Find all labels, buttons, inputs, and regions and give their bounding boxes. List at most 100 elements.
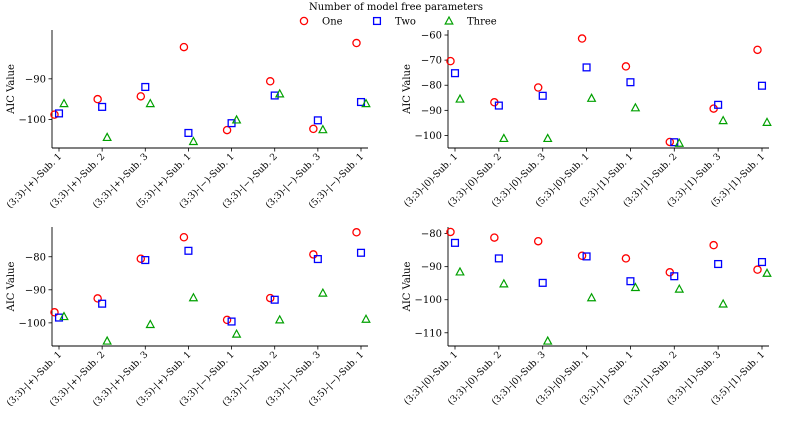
y-tick-label: −80 [421, 81, 442, 92]
series-two [450, 238, 767, 287]
series-three [455, 266, 772, 345]
data-point-two [54, 313, 64, 322]
legend-item-one: One [299, 16, 343, 28]
data-point-three [718, 115, 728, 125]
data-point-two [582, 252, 591, 261]
y-tick-label: −90 [25, 74, 46, 85]
data-point-three [59, 311, 69, 321]
data-point-two [626, 277, 635, 286]
data-point-three [762, 117, 772, 126]
y-tick-label: −100 [415, 131, 442, 142]
data-point-one [136, 254, 146, 263]
data-point-one [577, 34, 587, 43]
data-point-one [621, 62, 631, 71]
data-point-two [670, 272, 679, 281]
legend-marker-three [444, 15, 454, 25]
data-point-two [98, 102, 107, 111]
data-point-one [93, 94, 102, 104]
data-point-one [352, 38, 361, 48]
data-point-two [494, 254, 503, 263]
data-point-two [184, 246, 193, 255]
series-one [50, 38, 361, 135]
data-point-one [50, 308, 59, 317]
data-point-one [446, 227, 455, 237]
data-point-two [356, 248, 366, 257]
data-point-two [538, 91, 547, 100]
data-point-three [145, 98, 156, 108]
y-tick-label: −100 [19, 115, 46, 126]
legend-label: Three [467, 17, 497, 28]
legend-marker-two [372, 16, 382, 26]
data-point-two [270, 295, 279, 304]
y-axis-label: AIC Value [402, 262, 413, 313]
data-point-one [352, 228, 361, 237]
series-two [54, 246, 366, 326]
data-point-one [753, 265, 762, 274]
data-point-three [586, 93, 597, 102]
data-point-two [450, 69, 460, 78]
series-one [446, 227, 762, 277]
data-point-two [582, 63, 591, 72]
data-point-three [361, 98, 371, 108]
series-three [59, 287, 371, 345]
legend-item-three: Three [444, 15, 497, 28]
data-point-one [709, 240, 718, 250]
data-point-one [533, 83, 543, 92]
y-axis-label: AIC Value [402, 64, 413, 115]
data-point-three [499, 278, 509, 288]
data-point-three [188, 292, 199, 302]
series-three [455, 93, 772, 147]
data-point-two [54, 109, 64, 118]
data-point-three [102, 132, 112, 142]
data-point-three [231, 328, 242, 338]
data-point-one [179, 42, 189, 52]
y-tick-label: −90 [421, 262, 442, 273]
data-point-three [455, 266, 465, 276]
data-point-one [309, 250, 318, 259]
data-point-two [450, 238, 460, 247]
legend-label: Two [395, 17, 416, 28]
data-point-three [188, 136, 199, 146]
data-point-three [542, 335, 553, 345]
data-point-one [446, 56, 455, 66]
data-point-two [626, 78, 635, 87]
legend-title: Number of model free parameters [309, 2, 483, 13]
data-point-one [665, 137, 675, 147]
data-point-one [50, 110, 59, 119]
data-point-three [630, 282, 641, 292]
data-point-two [538, 278, 547, 287]
data-point-two [714, 100, 723, 109]
data-point-two [757, 81, 767, 90]
data-point-two [227, 317, 236, 326]
data-point-three [318, 124, 328, 134]
data-point-one [136, 92, 146, 101]
y-axis-label: AIC Value [6, 64, 17, 115]
data-point-two [270, 91, 279, 100]
y-tick-label: −90 [25, 285, 46, 296]
series-two [54, 82, 366, 137]
data-point-one [490, 233, 499, 242]
legend-marker-one [299, 16, 309, 26]
data-point-two [313, 255, 322, 264]
series-one [50, 228, 361, 325]
data-point-three [674, 137, 685, 147]
data-point-one [265, 77, 275, 86]
data-point-one [533, 236, 543, 246]
data-point-three [630, 102, 641, 112]
y-tick-label: −60 [421, 31, 442, 42]
data-point-one [222, 125, 232, 135]
data-point-one [309, 124, 318, 134]
y-tick-label: −110 [415, 328, 442, 339]
data-point-one [93, 294, 102, 303]
data-point-three [145, 319, 156, 329]
y-tick-label: −100 [415, 295, 442, 306]
data-point-three [274, 314, 285, 324]
data-point-two [757, 257, 767, 267]
data-point-three [102, 335, 112, 345]
data-point-two [98, 299, 107, 308]
data-point-three [455, 93, 465, 103]
data-point-three [542, 133, 553, 143]
